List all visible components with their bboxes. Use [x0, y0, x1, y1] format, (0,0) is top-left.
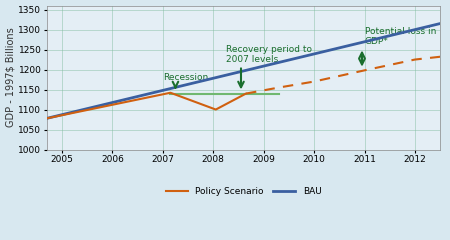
Text: Potential loss in
GDP*: Potential loss in GDP* [364, 27, 436, 46]
Text: Recovery period to
2007 levels: Recovery period to 2007 levels [226, 45, 312, 64]
Text: Recession: Recession [163, 73, 208, 82]
Legend: Policy Scenario, BAU: Policy Scenario, BAU [162, 184, 325, 200]
Y-axis label: GDP - 1997$ Billions: GDP - 1997$ Billions [5, 28, 16, 127]
